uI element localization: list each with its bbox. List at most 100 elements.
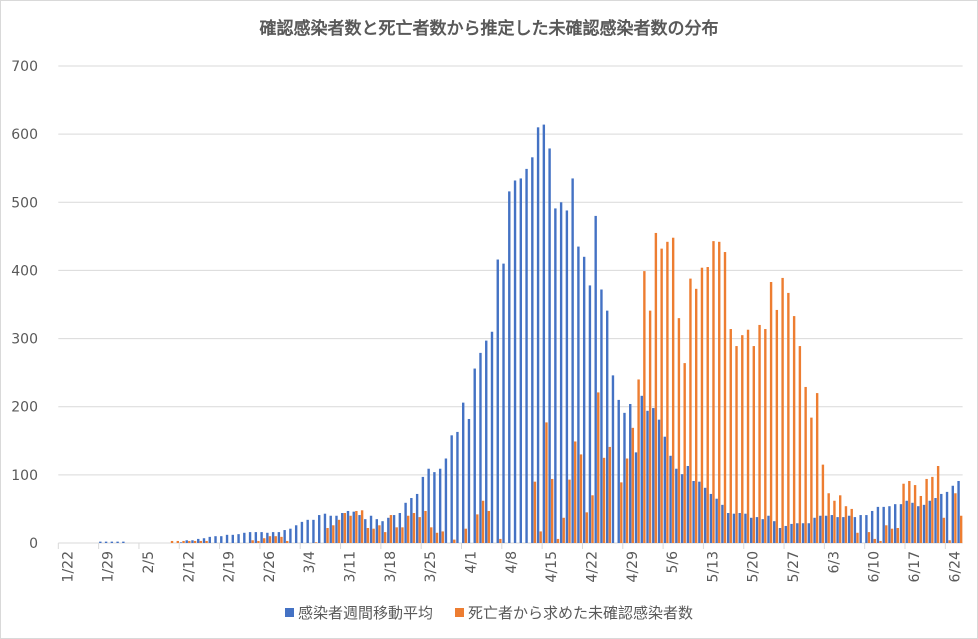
bar-estimated-unconfirmed — [902, 483, 905, 543]
bar-infected-moving-average — [323, 513, 327, 543]
bar-estimated-unconfirmed — [205, 540, 208, 543]
bar-estimated-unconfirmed — [729, 329, 732, 543]
bar-estimated-unconfirmed — [677, 318, 681, 543]
bar-infected-moving-average — [202, 538, 206, 543]
bar-infected-moving-average — [392, 515, 396, 543]
bar-infected-moving-average — [732, 513, 736, 543]
bar-infected-moving-average — [260, 532, 263, 543]
bar-infected-moving-average — [536, 127, 540, 543]
bar-infected-moving-average — [438, 468, 442, 543]
y-tick-label: 200 — [11, 400, 38, 416]
x-tick-label: 3/18 — [383, 551, 399, 582]
bar-estimated-unconfirmed — [366, 528, 370, 543]
bar-estimated-unconfirmed — [551, 478, 554, 543]
bar-infected-moving-average — [790, 523, 793, 543]
bar-estimated-unconfirmed — [591, 495, 594, 543]
bar-infected-moving-average — [473, 368, 476, 543]
bar-infected-moving-average — [398, 513, 402, 543]
legend-item-infected-moving-average: 感染者週間移動平均 — [284, 602, 433, 623]
bar-infected-moving-average — [819, 515, 822, 543]
bar-estimated-unconfirmed — [418, 517, 421, 543]
x-tick-label: 4/15 — [544, 551, 560, 582]
bar-estimated-unconfirmed — [389, 515, 393, 543]
bar-infected-moving-average — [917, 506, 920, 543]
bar-infected-moving-average — [559, 202, 563, 544]
bar-estimated-unconfirmed — [660, 248, 663, 543]
bar-estimated-unconfirmed — [401, 527, 404, 543]
bar-estimated-unconfirmed — [695, 288, 698, 543]
bar-infected-moving-average — [640, 395, 643, 543]
bar-estimated-unconfirmed — [631, 427, 635, 543]
y-tick-label: 600 — [11, 127, 38, 143]
bar-estimated-unconfirmed — [798, 346, 802, 543]
bar-infected-moving-average — [490, 331, 494, 543]
bar-infected-moving-average — [588, 285, 592, 543]
bar-infected-moving-average — [663, 436, 666, 543]
bar-infected-moving-average — [755, 517, 759, 543]
bar-infected-moving-average — [462, 402, 465, 543]
bar-infected-moving-average — [387, 517, 390, 543]
bar-infected-moving-average — [652, 408, 655, 543]
bar-estimated-unconfirmed — [274, 536, 277, 543]
bar-estimated-unconfirmed — [706, 267, 709, 543]
bar-infected-moving-average — [657, 419, 661, 543]
bar-infected-moving-average — [502, 263, 505, 543]
bar-infected-moving-average — [738, 513, 741, 543]
bar-infected-moving-average — [306, 519, 309, 543]
bar-infected-moving-average — [830, 515, 834, 543]
bar-estimated-unconfirmed — [435, 532, 439, 543]
bar-infected-moving-average — [341, 513, 344, 543]
bar-estimated-unconfirmed — [597, 392, 600, 543]
bar-estimated-unconfirmed — [735, 346, 738, 543]
bar-estimated-unconfirmed — [959, 515, 963, 543]
bar-estimated-unconfirmed — [833, 500, 836, 543]
bar-estimated-unconfirmed — [349, 515, 352, 543]
bar-estimated-unconfirmed — [182, 540, 185, 543]
bar-infected-moving-average — [669, 455, 672, 543]
bar-estimated-unconfirmed — [568, 479, 571, 543]
bar-infected-moving-average — [542, 124, 546, 544]
bar-estimated-unconfirmed — [476, 514, 479, 543]
bar-estimated-unconfirmed — [337, 519, 341, 543]
bar-estimated-unconfirmed — [430, 527, 433, 543]
bar-infected-moving-average — [617, 399, 620, 543]
bar-estimated-unconfirmed — [913, 485, 917, 543]
bar-estimated-unconfirmed — [176, 540, 179, 543]
bar-estimated-unconfirmed — [637, 379, 640, 543]
bar-infected-moving-average — [773, 521, 776, 543]
bar-infected-moving-average — [582, 256, 586, 543]
bar-infected-moving-average — [358, 515, 361, 543]
bar-estimated-unconfirmed — [850, 508, 853, 543]
bar-estimated-unconfirmed — [441, 531, 444, 543]
legend-swatch-orange — [455, 608, 464, 617]
x-tick-label: 5/6 — [665, 551, 681, 574]
bar-infected-moving-average — [208, 536, 211, 543]
bar-estimated-unconfirmed — [545, 422, 548, 543]
bar-estimated-unconfirmed — [919, 495, 923, 543]
bar-infected-moving-average — [231, 534, 234, 543]
bar-estimated-unconfirmed — [487, 510, 491, 543]
bar-estimated-unconfirmed — [873, 538, 876, 543]
bar-infected-moving-average — [450, 435, 453, 543]
x-tick-label: 5/27 — [786, 551, 802, 582]
bar-infected-moving-average — [185, 540, 188, 543]
legend-swatch-blue — [284, 608, 294, 617]
bar-infected-moving-average — [928, 500, 931, 543]
bar-infected-moving-average — [254, 532, 258, 543]
bar-infected-moving-average — [623, 412, 626, 543]
bar-estimated-unconfirmed — [280, 536, 283, 543]
bar-infected-moving-average — [329, 515, 332, 543]
bar-estimated-unconfirmed — [948, 540, 951, 543]
bar-estimated-unconfirmed — [689, 278, 692, 543]
bar-infected-moving-average — [767, 515, 770, 543]
bar-infected-moving-average — [220, 536, 223, 543]
bar-estimated-unconfirmed — [608, 446, 611, 543]
bar-infected-moving-average — [882, 506, 885, 543]
bar-infected-moving-average — [870, 510, 874, 543]
bar-infected-moving-average — [744, 513, 747, 543]
bar-infected-moving-average — [847, 515, 851, 543]
bar-estimated-unconfirmed — [781, 277, 784, 543]
x-tick-label: 6/24 — [947, 551, 963, 583]
bar-estimated-unconfirmed — [752, 346, 755, 543]
